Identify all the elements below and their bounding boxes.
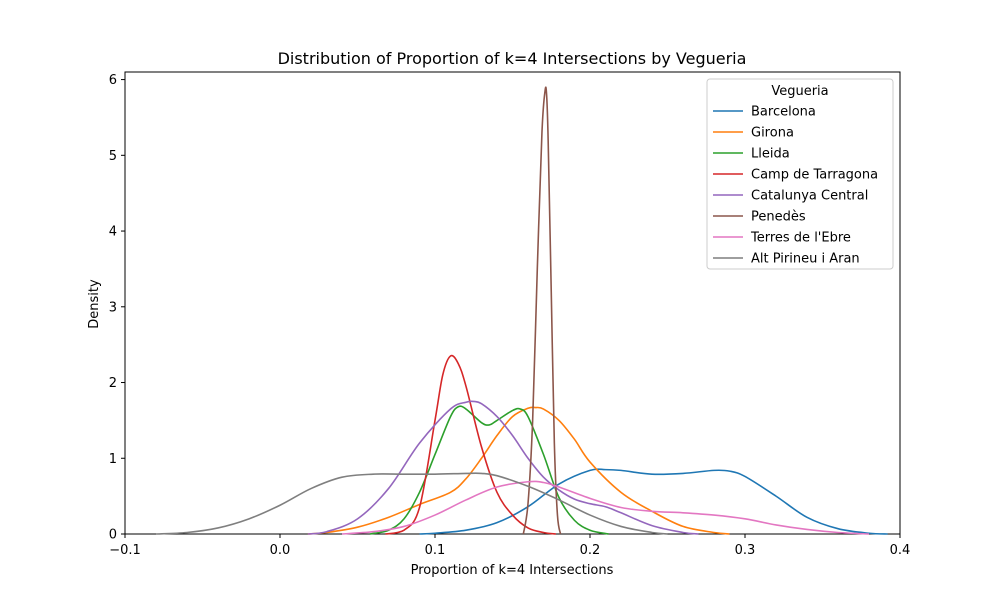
y-tick-label: 4 [109,225,117,240]
legend-label-terres-de-l-ebre: Terres de l'Ebre [750,231,851,246]
series-line-catalunya-central [307,400,699,535]
legend-label-girona: Girona [751,126,794,141]
x-tick-label: −0.1 [109,543,141,558]
series-line-girona [307,406,730,535]
y-axis-title: Density [87,279,102,329]
y-axis-ticks: 0 1 2 3 4 5 6 [109,73,125,543]
legend-label-catalunya-central: Catalunya Central [751,189,868,204]
legend-label-lleida: Lleida [751,147,790,162]
series-line-terres-de-l-ebre [341,480,870,535]
x-tick-label: 0.1 [425,543,446,558]
y-tick-label: 5 [109,149,117,164]
y-tick-label: 3 [109,300,117,315]
legend-label-pened-s: Penedès [751,210,806,225]
legend-label-alt-pirineu-i-aran: Alt Pirineu i Aran [751,252,860,267]
y-tick-label: 1 [109,452,117,467]
plot-area-border [124,71,901,535]
x-tick-label: 0.4 [890,543,911,558]
x-axis-ticks: −0.1 0.0 0.1 0.2 0.3 0.4 [109,534,910,558]
x-tick-label: 0.0 [270,543,291,558]
y-tick-label: 2 [109,376,117,391]
y-tick-label: 0 [109,528,117,543]
legend-title: Vegueria [771,84,828,99]
series-line-barcelona [419,468,888,535]
axes-frame [124,71,901,535]
chart-title: Distribution of Proportion of k=4 Inters… [278,49,747,68]
series-line-pened-s [522,86,562,535]
series-line-alt-pirineu-i-aran [155,472,668,535]
y-tick-label: 6 [109,73,117,88]
density-curves [155,86,888,535]
x-axis-title: Proportion of k=4 Intersections [411,563,614,578]
series-line-camp-de-tarragona [385,354,556,535]
legend-box [706,78,894,270]
legend-label-camp-de-tarragona: Camp de Tarragona [751,168,878,183]
legend: Vegueria Barcelona Girona Lleida Camp de Tar… [706,78,894,270]
series-line-lleida [369,405,609,535]
legend-label-barcelona: Barcelona [751,105,816,120]
x-tick-label: 0.2 [580,543,601,558]
x-tick-label: 0.3 [735,543,756,558]
